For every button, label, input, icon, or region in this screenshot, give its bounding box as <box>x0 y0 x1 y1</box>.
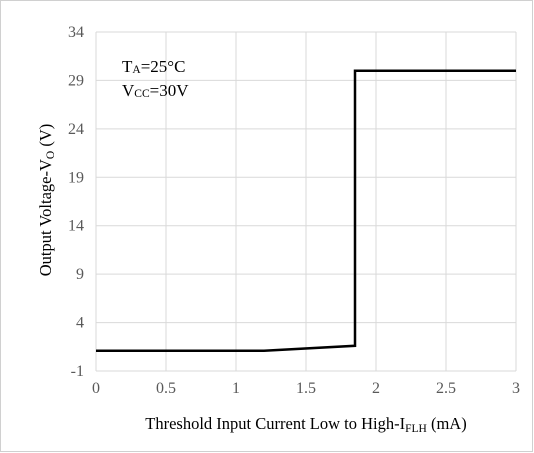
output-voltage-line <box>96 69 516 352</box>
annotation-temperature: TA=25°C <box>122 57 186 76</box>
y-tick-label: 29 <box>68 72 84 89</box>
y-tick-label: 34 <box>68 24 84 41</box>
x-tick-label: 1 <box>232 380 240 397</box>
x-axis-label: Threshold Input Current Low to High-IFLH… <box>145 414 466 435</box>
x-tick-label: 3 <box>512 380 520 397</box>
x-tick-label: 0 <box>92 380 100 397</box>
y-tick-label: -1 <box>71 363 84 380</box>
y-tick-label: 24 <box>68 121 84 138</box>
y-tick-label: 4 <box>76 315 84 332</box>
y-axis-label-subscript: O <box>45 151 57 159</box>
x-tick-label: 0.5 <box>156 380 176 397</box>
x-tick-label: 1.5 <box>296 380 316 397</box>
x-tick-label: 2 <box>372 380 380 397</box>
y-tick-label: 19 <box>68 169 84 186</box>
y-tick-labels: -1 4 9 14 19 24 29 34 <box>68 24 84 380</box>
grid <box>95 31 517 372</box>
annotation-supply-voltage: VCC=30V <box>122 81 189 100</box>
y-tick-label: 9 <box>76 266 84 283</box>
y-tick-label: 14 <box>68 218 84 235</box>
x-tick-labels: 0 0.5 1 1.5 2 2.5 3 <box>92 380 520 397</box>
y-axis-label: Output Voltage-VO (V) <box>36 124 57 277</box>
x-tick-label: 2.5 <box>436 380 456 397</box>
series-group <box>96 69 516 352</box>
x-axis-label-subscript: FLH <box>405 423 427 435</box>
